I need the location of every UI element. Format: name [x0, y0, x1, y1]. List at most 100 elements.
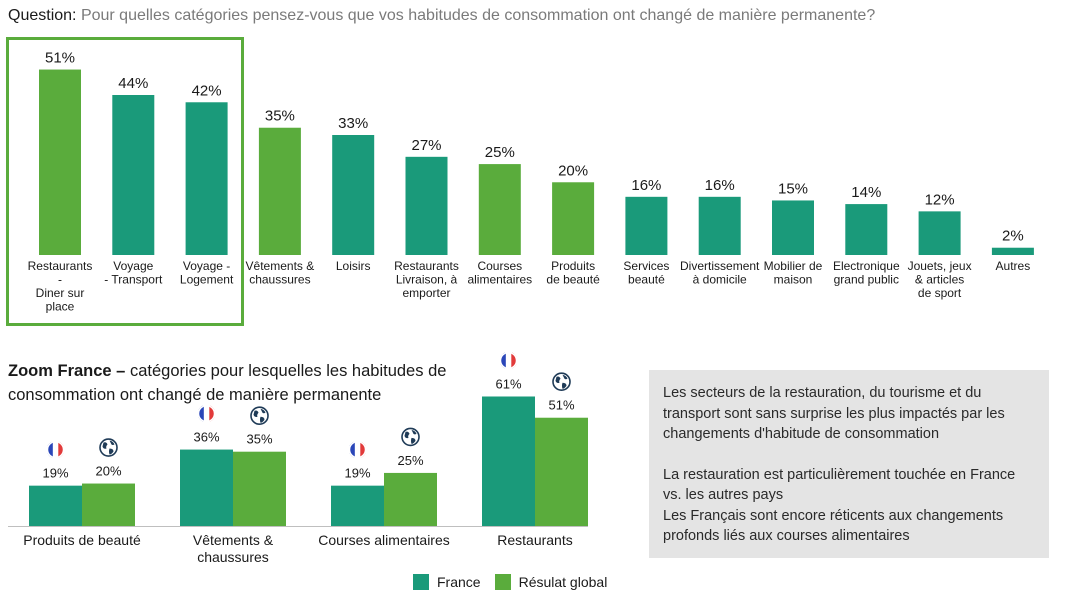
legend-item-global: Résulat global — [494, 574, 608, 590]
bar — [332, 135, 375, 255]
bar — [384, 472, 437, 526]
bar-value-label: 25% — [485, 144, 515, 161]
category-label: grand public — [834, 273, 899, 287]
bar-value-label: 33% — [338, 115, 368, 132]
bar — [180, 449, 233, 526]
bar-value-label: 42% — [192, 82, 222, 99]
france-flag-icon — [194, 401, 219, 426]
category-label: Loisirs — [336, 259, 371, 273]
note-box: Les secteurs de la restauration, du tour… — [649, 370, 1049, 558]
category-label: Restaurants — [394, 259, 459, 273]
category-label: Restaurants — [28, 259, 93, 273]
zoom-france-title: Zoom France – catégories pour lesquelles… — [8, 359, 498, 407]
category-label: beauté — [628, 273, 665, 287]
france-flag-icon — [43, 437, 68, 462]
bar-value-label: 2% — [1002, 228, 1024, 245]
category-label: & articles — [915, 273, 964, 287]
globe-icon — [552, 372, 571, 392]
category-label: Diner sur — [36, 286, 85, 300]
bar-value-label: 20% — [558, 162, 588, 179]
category-label: de beauté — [546, 273, 600, 287]
zoom-title-bold: Zoom France – — [8, 362, 126, 380]
category-label: maison — [774, 273, 813, 287]
category-label: alimentaires — [467, 273, 532, 287]
bar — [39, 69, 81, 255]
bar — [625, 196, 668, 255]
legend-swatch-global — [494, 574, 511, 590]
category-label: Services — [623, 259, 669, 273]
bar-value-label: 44% — [118, 75, 148, 92]
bar — [845, 204, 888, 255]
question: Question: Pour quelles catégories pensez… — [8, 7, 875, 25]
bar — [482, 396, 535, 526]
bar-value-label: 16% — [705, 177, 735, 194]
zoom-title-rest: catégories pour lesquelles les habitudes… — [8, 362, 447, 404]
bar-value-label: 12% — [925, 191, 955, 208]
zoom-france-chart: 19% 20% Produits de beauté 36% 35% Vêtements … — [8, 348, 588, 565]
category-label: Produits de beauté — [23, 532, 141, 548]
bar — [185, 102, 228, 255]
note-paragraph-2: La restauration est particulièrement tou… — [663, 466, 1016, 504]
bar — [478, 164, 521, 255]
note-paragraph-1: Les secteurs de la restauration, du tour… — [663, 385, 1005, 442]
france-flag-icon — [345, 437, 370, 462]
category-label: Autres — [996, 259, 1031, 273]
bar — [698, 196, 741, 255]
legend: France Résulat global — [413, 574, 621, 590]
category-label: Jouets, jeux — [908, 259, 972, 273]
bar — [918, 211, 961, 255]
category-label: Logement — [180, 273, 234, 287]
bar-value-label: 36% — [193, 430, 219, 445]
question-text: Pour quelles catégories pensez-vous que … — [80, 7, 876, 24]
bar — [29, 485, 82, 526]
legend-swatch-france — [413, 574, 429, 590]
legend-label-global: Résulat global — [518, 574, 608, 590]
category-label: de sport — [918, 286, 962, 300]
globe-icon — [250, 406, 269, 425]
bar — [772, 200, 814, 255]
category-label: Voyage — [113, 259, 153, 273]
bar — [535, 417, 588, 526]
category-label: Livraison, à — [396, 273, 458, 287]
category-label: Electronique — [833, 259, 900, 273]
bar — [112, 95, 155, 255]
bar-value-label: 20% — [95, 464, 121, 479]
bar — [991, 247, 1034, 255]
category-label: Courses — [477, 259, 522, 273]
note-paragraph-3: Les Français sont encore réticents aux c… — [663, 507, 1004, 545]
bar-value-label: 51% — [548, 398, 574, 413]
bar-value-label: 61% — [495, 376, 521, 391]
category-label: Divertissement — [680, 259, 760, 273]
bar — [82, 483, 135, 526]
category-label: emporter — [402, 286, 450, 300]
bar — [405, 156, 448, 255]
bar-value-label: 19% — [42, 466, 68, 481]
category-label: à domicile — [693, 273, 747, 287]
category-label: Produits — [551, 259, 595, 273]
bar-value-label: 16% — [631, 177, 661, 194]
bar-value-label: 51% — [45, 50, 75, 67]
category-label: Courses alimentaires — [318, 532, 450, 548]
top-bar-chart: 51%Restaurants-Diner surplace44%Voyage- … — [28, 50, 1034, 314]
bar-value-label: 15% — [778, 180, 808, 197]
bar-value-label: 14% — [851, 184, 881, 201]
question-label: Question: — [8, 7, 77, 24]
globe-icon — [99, 438, 118, 457]
bar-value-label: 35% — [246, 432, 272, 447]
category-label: Mobilier de — [764, 259, 823, 273]
bar — [258, 127, 301, 255]
category-label: - — [58, 273, 62, 287]
category-label: Vêtements & — [193, 532, 274, 548]
legend-label-france: France — [437, 574, 481, 590]
category-label: - Transport — [104, 273, 163, 287]
bar-value-label: 27% — [411, 137, 441, 154]
category-label: Restaurants — [497, 532, 572, 548]
bar — [331, 485, 384, 526]
category-label: Vêtements & — [246, 259, 315, 273]
category-label: Voyage - — [183, 259, 230, 273]
legend-item-france: France — [413, 574, 481, 590]
bar-value-label: 19% — [344, 466, 370, 481]
bar-value-label: 25% — [397, 453, 423, 468]
france-flag-icon — [496, 348, 521, 373]
category-label: chaussures — [249, 273, 310, 287]
